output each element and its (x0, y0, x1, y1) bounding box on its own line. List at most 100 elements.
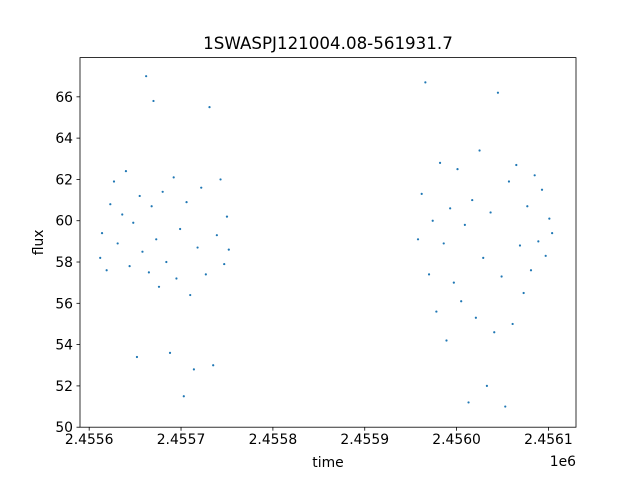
data-point (420, 192, 423, 195)
data-point (124, 170, 128, 173)
data-point (482, 256, 485, 259)
data-point (533, 174, 536, 177)
data-point (161, 190, 164, 193)
data-point (431, 219, 434, 222)
data-point (227, 248, 230, 251)
y-tick-label: 54 (55, 338, 73, 354)
data-point (485, 384, 488, 387)
data-point (529, 269, 533, 272)
data-point (132, 221, 135, 224)
x-tick-label: 2.4559 (340, 432, 389, 448)
data-point (452, 281, 455, 284)
data-point (105, 269, 108, 272)
data-point (540, 188, 544, 191)
data-point (438, 161, 442, 165)
data-point (489, 211, 492, 214)
data-point (467, 401, 470, 404)
data-point (427, 273, 431, 276)
data-point (150, 205, 153, 208)
data-point (116, 242, 119, 245)
data-point (507, 180, 511, 183)
data-point (204, 273, 207, 276)
x-tick-label: 2.4558 (249, 432, 298, 448)
data-point (208, 106, 211, 109)
x-tick-label: 2.4561 (524, 432, 573, 448)
data-point (223, 262, 226, 266)
data-point (463, 223, 466, 226)
data-point (442, 242, 445, 245)
data-point (189, 293, 192, 297)
data-point (168, 351, 172, 354)
y-tick-label: 50 (55, 420, 73, 436)
data-point (212, 364, 215, 367)
x-tick-label: 2.4560 (432, 432, 481, 448)
data-point (504, 405, 507, 408)
data-point (500, 275, 503, 278)
data-point (128, 265, 131, 268)
data-point (511, 322, 514, 326)
data-point (100, 232, 104, 235)
data-point (518, 244, 522, 247)
chart-title: 1SWASPJ121004.08-561931.7 (203, 33, 453, 53)
x-axis-label: time (312, 455, 343, 471)
data-point (474, 316, 477, 319)
data-point (135, 355, 139, 359)
data-point (175, 277, 178, 280)
data-point (182, 395, 185, 398)
data-point (515, 163, 518, 167)
axis-ticks: 2.4556 2.4557 2.4558 2.4559 2.4560 2.4561 50 52… (55, 90, 572, 448)
y-tick-label: 64 (55, 131, 73, 147)
y-tick-label: 60 (55, 214, 73, 230)
data-point (138, 194, 141, 198)
data-point (537, 240, 540, 243)
y-tick-label: 66 (55, 90, 73, 106)
data-point (165, 260, 168, 264)
data-point (185, 201, 188, 204)
plot-frame (79, 57, 577, 428)
data-point (496, 91, 500, 94)
data-point (456, 168, 459, 171)
data-point (155, 238, 158, 241)
data-point (200, 186, 203, 189)
data-point (225, 215, 229, 218)
data-point (526, 205, 529, 208)
data-point (172, 176, 175, 179)
data-point (449, 207, 452, 210)
y-axis-label: flux (31, 230, 47, 256)
x-tick-label: 2.4557 (157, 432, 206, 448)
data-point (157, 285, 161, 288)
y-tick-label: 56 (55, 296, 73, 312)
data-point (460, 300, 463, 303)
data-point (522, 291, 525, 295)
data-point (548, 217, 551, 220)
data-point (544, 254, 547, 257)
data-point (551, 232, 554, 235)
data-point (215, 234, 218, 237)
data-point (471, 198, 474, 202)
data-point (152, 99, 155, 103)
data-point (99, 256, 102, 259)
data-point (141, 250, 144, 253)
data-point (145, 75, 148, 78)
x-axis-offset-label: 1e6 (550, 454, 576, 470)
data-point (109, 203, 112, 206)
data-point (435, 310, 438, 313)
data-point (424, 81, 427, 84)
data-point (192, 368, 195, 371)
data-point (445, 339, 448, 342)
data-point (493, 331, 496, 334)
data-point (196, 246, 199, 249)
y-tick-label: 52 (55, 379, 73, 395)
y-tick-label: 62 (55, 172, 73, 188)
data-point (179, 227, 182, 231)
data-point (416, 238, 420, 241)
y-tick-label: 58 (55, 255, 73, 271)
data-point (121, 213, 124, 216)
data-point (147, 271, 150, 274)
data-point (112, 180, 116, 183)
scatter-points (99, 75, 554, 408)
x-tick-label: 2.4556 (65, 432, 114, 448)
data-point (478, 149, 481, 152)
